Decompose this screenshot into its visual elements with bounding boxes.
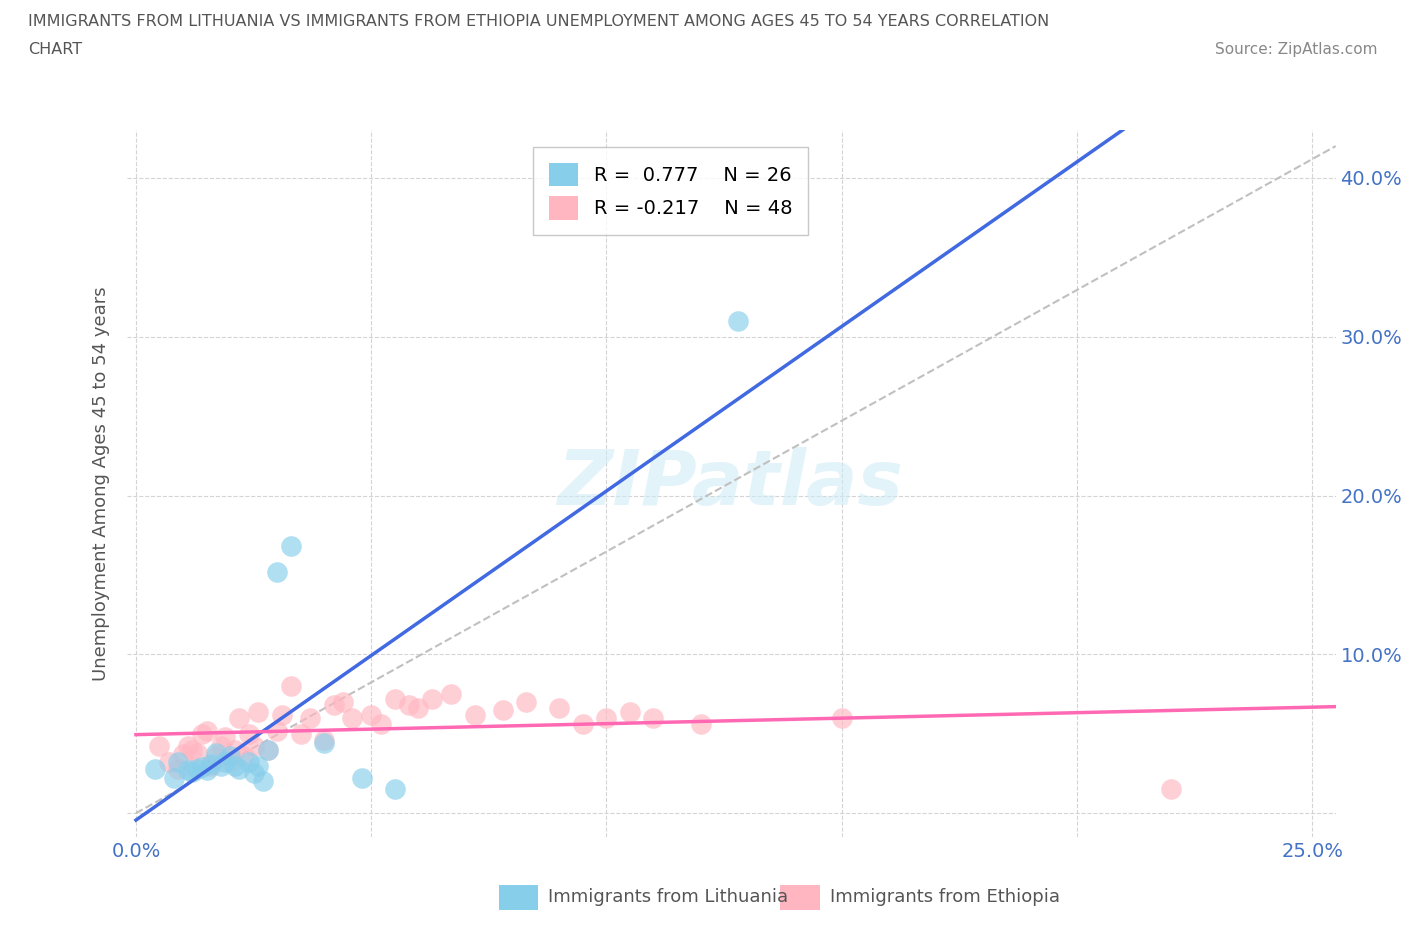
Point	[643, 711, 665, 725]
Point	[172, 747, 194, 762]
Text: IMMIGRANTS FROM LITHUANIA VS IMMIGRANTS FROM ETHIOPIA UNEMPLOYMENT AMONG AGES 45: IMMIGRANTS FROM LITHUANIA VS IMMIGRANTS …	[28, 14, 1049, 29]
Point	[209, 739, 232, 754]
Point	[342, 711, 364, 725]
Point	[148, 739, 170, 754]
Point	[143, 762, 166, 777]
Point	[186, 762, 208, 777]
Point	[242, 739, 264, 754]
Point	[195, 763, 218, 777]
Point	[256, 742, 278, 757]
Point	[186, 745, 208, 760]
Point	[314, 736, 336, 751]
Point	[572, 717, 595, 732]
Text: Immigrants from Ethiopia: Immigrants from Ethiopia	[830, 888, 1060, 907]
Legend: R =  0.777    N = 26, R = -0.217    N = 48: R = 0.777 N = 26, R = -0.217 N = 48	[533, 147, 808, 235]
Point	[440, 686, 463, 701]
Point	[167, 762, 190, 777]
Point	[1160, 782, 1182, 797]
Point	[727, 313, 749, 328]
Point	[384, 691, 406, 706]
Point	[322, 698, 344, 712]
Point	[177, 739, 200, 754]
Point	[406, 701, 429, 716]
Point	[214, 755, 236, 770]
Point	[595, 711, 617, 725]
Point	[214, 729, 236, 744]
Point	[233, 749, 256, 764]
Point	[548, 701, 571, 716]
Point	[200, 758, 222, 773]
Point	[177, 763, 200, 777]
Point	[270, 707, 292, 722]
Point	[209, 758, 232, 773]
Point	[219, 749, 242, 764]
Point	[162, 771, 184, 786]
Point	[228, 762, 250, 777]
Point	[205, 749, 228, 764]
Text: Source: ZipAtlas.com: Source: ZipAtlas.com	[1215, 42, 1378, 57]
Point	[256, 742, 278, 757]
Point	[464, 707, 486, 722]
Point	[831, 711, 853, 725]
Point	[242, 766, 264, 781]
Point	[252, 774, 274, 789]
Point	[224, 758, 246, 773]
Point	[332, 695, 354, 710]
Point	[247, 758, 270, 773]
Point	[280, 538, 302, 553]
Point	[157, 755, 180, 770]
Point	[370, 717, 392, 732]
Point	[228, 711, 250, 725]
Y-axis label: Unemployment Among Ages 45 to 54 years: Unemployment Among Ages 45 to 54 years	[91, 286, 110, 681]
Point	[299, 711, 322, 725]
Point	[266, 724, 288, 738]
Point	[181, 742, 204, 757]
Point	[219, 755, 242, 770]
Point	[398, 698, 420, 712]
Text: ZIPatlas: ZIPatlas	[558, 446, 904, 521]
Point	[181, 764, 204, 779]
Point	[619, 704, 641, 719]
Point	[200, 756, 222, 771]
Point	[195, 724, 218, 738]
Text: CHART: CHART	[28, 42, 82, 57]
Point	[515, 695, 537, 710]
Point	[360, 707, 382, 722]
Point	[290, 726, 312, 741]
Point	[224, 742, 246, 757]
Point	[191, 760, 214, 775]
Point	[422, 691, 444, 706]
Point	[280, 679, 302, 694]
Text: Immigrants from Lithuania: Immigrants from Lithuania	[548, 888, 789, 907]
Point	[492, 702, 515, 717]
Point	[247, 704, 270, 719]
Point	[314, 733, 336, 748]
Point	[384, 782, 406, 797]
Point	[689, 717, 711, 732]
Point	[167, 755, 190, 770]
Point	[191, 726, 214, 741]
Point	[350, 771, 373, 786]
Point	[266, 565, 288, 579]
Point	[205, 745, 228, 760]
Point	[238, 755, 260, 770]
Point	[238, 726, 260, 741]
